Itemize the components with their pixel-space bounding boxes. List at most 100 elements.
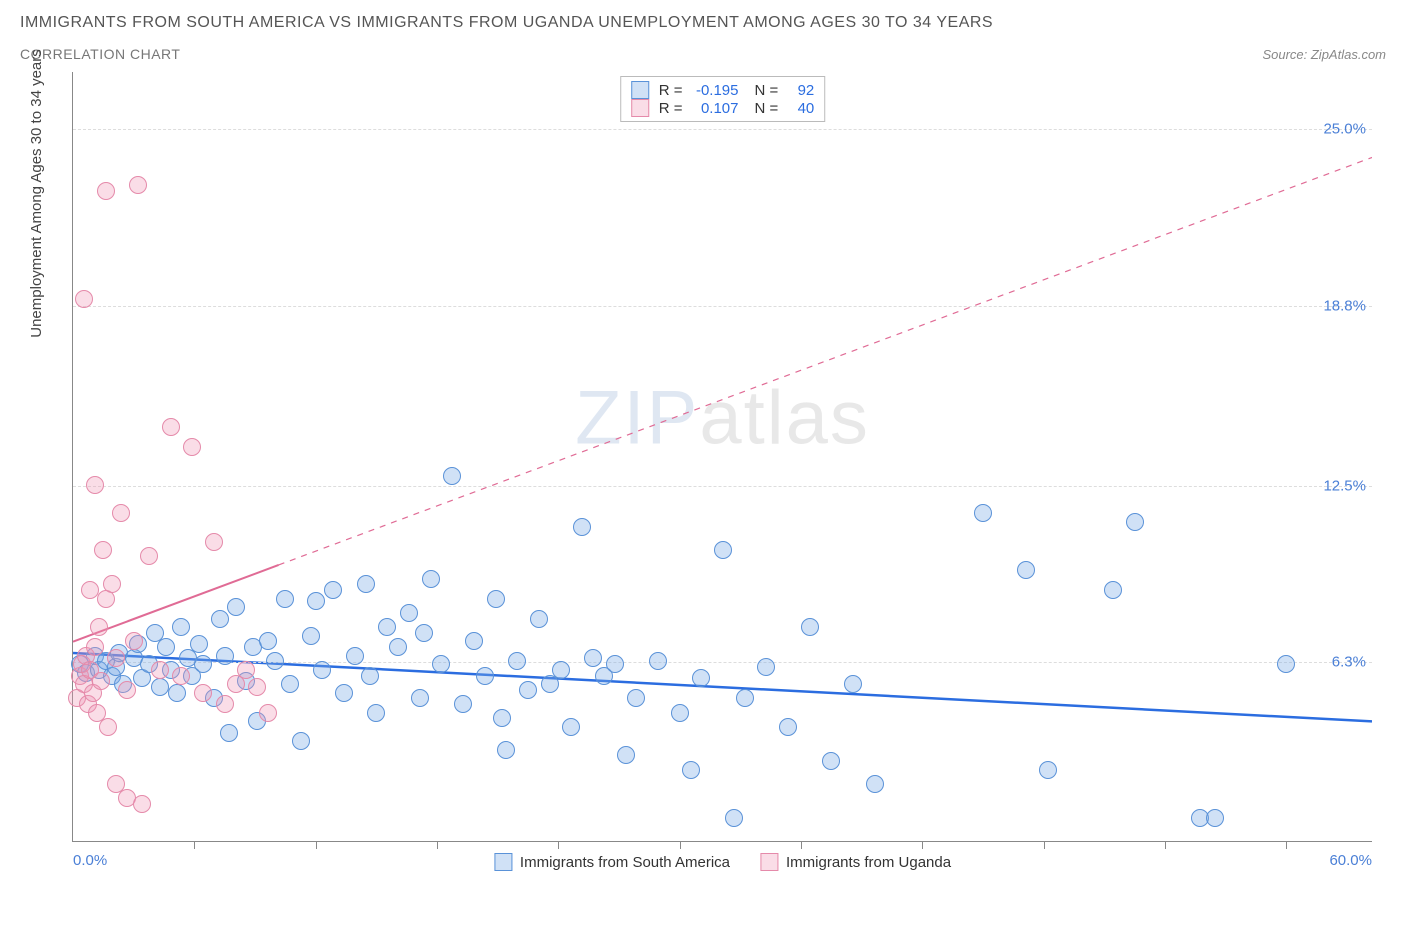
data-point bbox=[94, 541, 112, 559]
gridline bbox=[73, 486, 1372, 487]
data-point bbox=[220, 724, 238, 742]
data-point bbox=[227, 598, 245, 616]
subtitle-row: CORRELATION CHART Source: ZipAtlas.com bbox=[20, 46, 1386, 62]
data-point bbox=[465, 632, 483, 650]
data-point bbox=[714, 541, 732, 559]
data-point bbox=[367, 704, 385, 722]
legend-swatch bbox=[631, 81, 649, 99]
data-point bbox=[248, 678, 266, 696]
data-point bbox=[573, 518, 591, 536]
data-point bbox=[157, 638, 175, 656]
data-point bbox=[162, 418, 180, 436]
data-point bbox=[1277, 655, 1295, 673]
data-point bbox=[75, 290, 93, 308]
data-point bbox=[216, 647, 234, 665]
data-point bbox=[313, 661, 331, 679]
legend-r-value: 0.107 bbox=[689, 100, 739, 117]
data-point bbox=[671, 704, 689, 722]
y-tick-label: 12.5% bbox=[1323, 477, 1366, 494]
watermark: ZIPatlas bbox=[575, 375, 870, 462]
data-point bbox=[266, 652, 284, 670]
data-point bbox=[281, 675, 299, 693]
legend-r-label: R = bbox=[659, 82, 683, 99]
y-tick-label: 18.8% bbox=[1323, 297, 1366, 314]
data-point bbox=[779, 718, 797, 736]
data-point bbox=[627, 689, 645, 707]
legend-n-label: N = bbox=[755, 100, 779, 117]
data-point bbox=[530, 610, 548, 628]
data-point bbox=[168, 684, 186, 702]
legend-item: Immigrants from Uganda bbox=[760, 853, 951, 871]
data-point bbox=[361, 667, 379, 685]
data-point bbox=[822, 752, 840, 770]
source-attribution: Source: ZipAtlas.com bbox=[1262, 47, 1386, 62]
data-point bbox=[172, 618, 190, 636]
legend-swatch bbox=[494, 853, 512, 871]
data-point bbox=[81, 581, 99, 599]
data-point bbox=[151, 661, 169, 679]
x-tick bbox=[194, 841, 195, 849]
data-point bbox=[259, 704, 277, 722]
data-point bbox=[454, 695, 472, 713]
correlation-legend: R =-0.195N =92R =0.107N =40 bbox=[620, 76, 826, 122]
data-point bbox=[346, 647, 364, 665]
data-point bbox=[259, 632, 277, 650]
y-tick-label: 25.0% bbox=[1323, 121, 1366, 138]
data-point bbox=[97, 182, 115, 200]
data-point bbox=[99, 718, 117, 736]
chart-title: IMMIGRANTS FROM SOUTH AMERICA VS IMMIGRA… bbox=[20, 14, 1386, 32]
chart-area: Unemployment Among Ages 30 to 34 years Z… bbox=[20, 72, 1386, 892]
data-point bbox=[692, 669, 710, 687]
data-point bbox=[415, 624, 433, 642]
x-tick bbox=[437, 841, 438, 849]
data-point bbox=[378, 618, 396, 636]
x-tick bbox=[1165, 841, 1166, 849]
data-point bbox=[107, 649, 125, 667]
data-point bbox=[682, 761, 700, 779]
gridline bbox=[73, 306, 1372, 307]
data-point bbox=[112, 504, 130, 522]
data-point bbox=[411, 689, 429, 707]
data-point bbox=[974, 504, 992, 522]
data-point bbox=[757, 658, 775, 676]
data-point bbox=[1104, 581, 1122, 599]
legend-label: Immigrants from Uganda bbox=[786, 854, 951, 871]
data-point bbox=[1126, 513, 1144, 531]
y-tick-label: 6.3% bbox=[1332, 654, 1366, 671]
data-point bbox=[649, 652, 667, 670]
data-point bbox=[432, 655, 450, 673]
data-point bbox=[237, 661, 255, 679]
legend-n-value: 92 bbox=[784, 82, 814, 99]
data-point bbox=[519, 681, 537, 699]
data-point bbox=[92, 672, 110, 690]
data-point bbox=[194, 684, 212, 702]
data-point bbox=[86, 638, 104, 656]
data-point bbox=[1017, 561, 1035, 579]
data-point bbox=[357, 575, 375, 593]
data-point bbox=[172, 667, 190, 685]
x-tick bbox=[801, 841, 802, 849]
legend-r-label: R = bbox=[659, 100, 683, 117]
legend-swatch bbox=[631, 99, 649, 117]
legend-n-value: 40 bbox=[784, 100, 814, 117]
x-tick bbox=[1044, 841, 1045, 849]
legend-n-label: N = bbox=[755, 82, 779, 99]
data-point bbox=[190, 635, 208, 653]
data-point bbox=[844, 675, 862, 693]
data-point bbox=[487, 590, 505, 608]
data-point bbox=[86, 476, 104, 494]
data-point bbox=[866, 775, 884, 793]
data-point bbox=[205, 533, 223, 551]
data-point bbox=[90, 618, 108, 636]
data-point bbox=[736, 689, 754, 707]
data-point bbox=[276, 590, 294, 608]
data-point bbox=[140, 547, 158, 565]
data-point bbox=[443, 467, 461, 485]
data-point bbox=[497, 741, 515, 759]
data-point bbox=[617, 746, 635, 764]
legend-swatch bbox=[760, 853, 778, 871]
data-point bbox=[183, 438, 201, 456]
data-point bbox=[1039, 761, 1057, 779]
data-point bbox=[125, 632, 143, 650]
x-axis-max-label: 60.0% bbox=[1329, 852, 1372, 869]
